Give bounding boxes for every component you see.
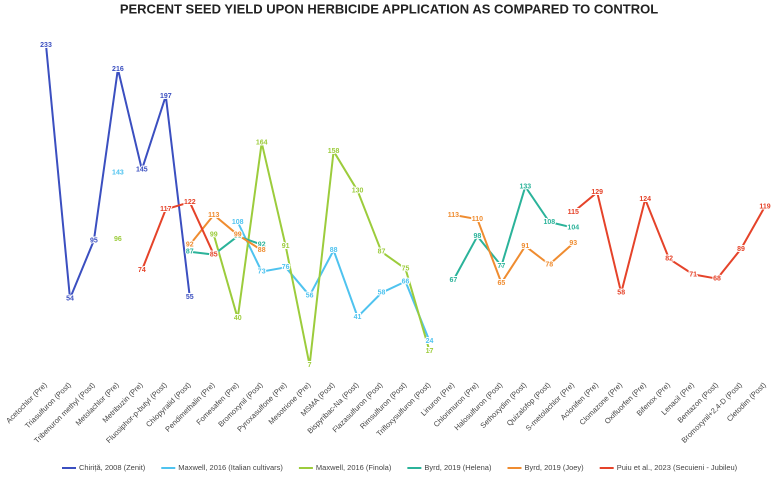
data-label: 93 <box>569 240 577 247</box>
data-label: 145 <box>136 166 148 173</box>
data-label: 99 <box>210 232 218 239</box>
data-label: 55 <box>186 294 194 301</box>
data-label: 197 <box>160 93 172 100</box>
data-label: 108 <box>543 219 555 226</box>
data-label: 92 <box>186 242 194 249</box>
data-label: 85 <box>210 251 218 258</box>
series-line <box>189 185 574 281</box>
chart-title: PERCENT SEED YIELD UPON HERBICIDE APPLIC… <box>120 1 658 16</box>
data-label: 233 <box>40 42 52 49</box>
data-label: 88 <box>330 247 338 254</box>
data-label: 98 <box>474 233 482 240</box>
series-line <box>212 141 431 367</box>
data-label: 96 <box>114 236 122 243</box>
legend-label: Byrd, 2019 (Joey) <box>524 463 584 472</box>
data-label: 104 <box>567 225 579 232</box>
data-label: 56 <box>306 293 314 300</box>
data-label: 71 <box>689 271 697 278</box>
legend-label: Byrd, 2019 (Helena) <box>424 463 492 472</box>
legend-label: Maxwell, 2016 (Finola) <box>316 463 392 472</box>
series-line <box>140 191 766 294</box>
data-label: 41 <box>354 314 362 321</box>
legend-label: Chiriță, 2008 (Zenit) <box>79 463 146 472</box>
data-label: 73 <box>258 268 266 275</box>
data-label: 77 <box>497 263 505 270</box>
data-label: 216 <box>112 66 124 73</box>
data-label: 95 <box>90 237 98 244</box>
data-label: 117 <box>160 206 171 213</box>
data-label: 91 <box>521 243 529 250</box>
data-label: 124 <box>639 196 651 203</box>
data-label: 85 <box>210 251 218 258</box>
series-line <box>236 221 431 342</box>
data-label: 133 <box>519 183 531 190</box>
data-label: 7 <box>308 362 312 369</box>
data-label: 158 <box>328 148 340 155</box>
data-label: 113 <box>448 212 459 219</box>
data-label: 66 <box>402 278 410 285</box>
data-label: 87 <box>378 249 386 256</box>
data-label: 108 <box>232 219 244 226</box>
x-tick-label: Acetochlor (Pre) <box>4 380 49 425</box>
data-label: 89 <box>737 246 745 253</box>
data-label: 130 <box>352 188 364 195</box>
data-label: 82 <box>665 256 673 263</box>
data-label: 122 <box>184 199 196 206</box>
data-label: 113 <box>208 212 219 219</box>
data-label: 164 <box>256 140 268 147</box>
data-label: 58 <box>378 290 386 297</box>
data-label: 65 <box>497 280 505 287</box>
data-label: 129 <box>591 189 603 196</box>
data-label: 24 <box>426 338 434 345</box>
data-label: 143 <box>112 169 124 176</box>
data-label: 110 <box>472 216 483 223</box>
data-label: 54 <box>66 295 74 302</box>
data-label: 76 <box>282 264 290 271</box>
data-label: 98 <box>234 233 242 240</box>
data-label: 92 <box>258 242 266 249</box>
data-label: 99 <box>234 232 242 239</box>
data-label: 40 <box>234 315 242 322</box>
data-label: 88 <box>258 247 266 254</box>
data-label: 115 <box>568 209 579 216</box>
data-label: 74 <box>138 267 146 274</box>
x-tick-label: Mesotrione (Pre) <box>267 380 313 426</box>
data-label: 67 <box>450 277 458 284</box>
data-label: 87 <box>186 249 194 256</box>
data-label: 68 <box>713 276 721 283</box>
x-tick-label: Oxifluorfen (Pre) <box>603 380 649 426</box>
data-label: 91 <box>282 243 290 250</box>
data-label: 78 <box>545 261 553 268</box>
data-label: 17 <box>426 348 434 355</box>
data-label: 58 <box>617 290 625 297</box>
legend-label: Puiu et al., 2023 (Secuieni - Jubileu) <box>617 463 738 472</box>
series-line <box>45 44 191 300</box>
data-label: 75 <box>402 266 410 273</box>
legend-label: Maxwell, 2016 (Italian cultivars) <box>178 463 283 472</box>
data-label: 119 <box>759 203 770 210</box>
